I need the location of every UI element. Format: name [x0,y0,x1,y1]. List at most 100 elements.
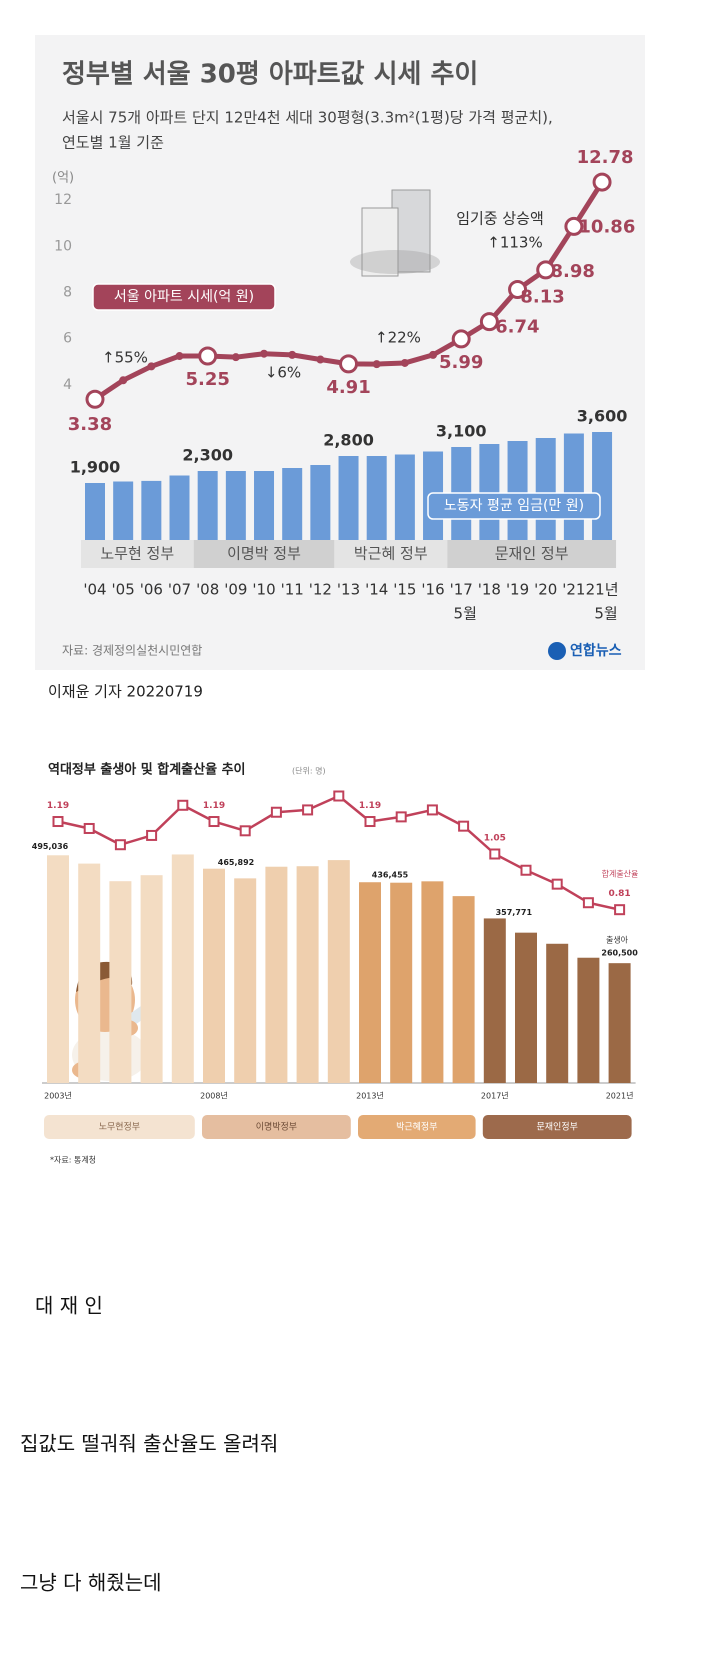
point [395,811,407,823]
data-label: 6.74 [495,317,539,338]
x-tick-label: 2008년 [200,1091,228,1101]
bar [394,454,415,540]
point [302,804,314,816]
chart-title: 역대정부 출생아 및 합계출산율 추이 [48,762,246,778]
period-box [81,540,194,568]
bar [421,881,444,1083]
bar [563,433,584,540]
x-tick-label: '11 [281,581,304,599]
point [52,816,64,828]
point [270,806,282,818]
y-tick-label: 10 [54,238,72,254]
data-label: 4.91 [326,377,370,398]
x-tick-label: '12 [309,581,332,599]
point [147,362,156,371]
y-tick-label: 6 [63,331,72,347]
period-label: 노무현정부 [99,1122,140,1133]
chart-subtitle: 연도별 1월 기준 [62,134,164,152]
data-label: 0.81 [608,889,630,899]
point [177,799,189,811]
data-label: 3,100 [436,422,487,441]
bar [85,483,105,540]
bar [47,855,69,1083]
point [372,360,381,369]
annotation: ↑22% [375,329,421,347]
bar [546,943,569,1083]
x-tick-label: '21 [562,581,585,599]
point [85,389,105,409]
legend-label: 합계출산율 [602,869,639,879]
bar [327,860,350,1083]
annotation: 임기중 상승액 [456,210,544,228]
period-box [482,1115,632,1139]
logo: 연합뉴스 [570,642,622,659]
chart-title: 정부별 서울 30평 아파트값 시세 추이 [62,60,478,90]
bar [479,444,500,540]
bar [592,432,613,540]
bar [338,456,359,540]
data-label: 2,300 [182,446,233,465]
point [231,353,240,362]
x-tick-label: '09 [224,581,247,599]
point [520,864,532,876]
bar [359,882,381,1083]
point [146,829,158,841]
point [288,350,297,359]
point [239,825,251,837]
point [592,172,612,192]
building-icon [350,189,440,277]
bar [203,868,225,1083]
bar [608,963,631,1083]
data-label: 12.78 [577,147,634,168]
period-label: 이명박 정부 [227,545,301,563]
data-label: 495,036 [32,842,69,851]
annotation: ↑55% [102,349,148,367]
data-label: 5.99 [439,352,483,373]
data-label: 8.13 [520,286,564,307]
point [175,352,184,361]
x-tick-label: 2021년 [606,1091,634,1101]
unit-label: (억) [52,171,74,186]
point [458,820,470,832]
x-tick-label: 21년 [586,581,619,599]
bar [113,481,134,540]
point [339,354,359,374]
point [400,358,409,367]
x-tick-label: '16 [421,581,444,599]
x-tick-label: '20 [534,581,557,599]
y-tick-label: 12 [54,192,72,208]
period-label: 이명박정부 [256,1122,297,1133]
point [551,878,563,890]
source: *자료: 통계청 [50,1155,96,1165]
data-label: 1.19 [47,801,69,811]
bar [140,875,163,1083]
point [451,329,471,349]
bar [234,878,257,1083]
point [333,790,345,802]
point [426,804,438,816]
logo-mark [548,642,566,660]
bar [78,863,101,1083]
chart-subtitle: 서울시 75개 아파트 단지 12만4천 세대 30평형(3.3m²(1평)당 … [62,109,553,127]
data-label: 260,500 [601,949,638,958]
data-label: 436,455 [372,871,409,880]
bar [515,932,537,1083]
data-label: 3.38 [68,414,112,435]
legend-label: 노동자 평균 임금(만 원) [444,498,584,514]
data-label: 465,892 [218,858,254,867]
legend-label: 출생아 [606,935,629,945]
data-label: 3,600 [577,407,628,426]
period-box [334,540,448,568]
x-tick-sublabel: 5월 [454,605,477,623]
period-label: 문재인 정부 [495,545,569,563]
bar [535,438,556,540]
period-box [358,1115,476,1139]
bar [169,475,190,540]
bar [141,480,162,540]
y-tick-label: 8 [63,285,72,301]
period-label: 박근혜정부 [396,1121,437,1133]
annotation: ↓6% [265,364,301,382]
legend-box [92,283,276,311]
bar [310,465,331,540]
